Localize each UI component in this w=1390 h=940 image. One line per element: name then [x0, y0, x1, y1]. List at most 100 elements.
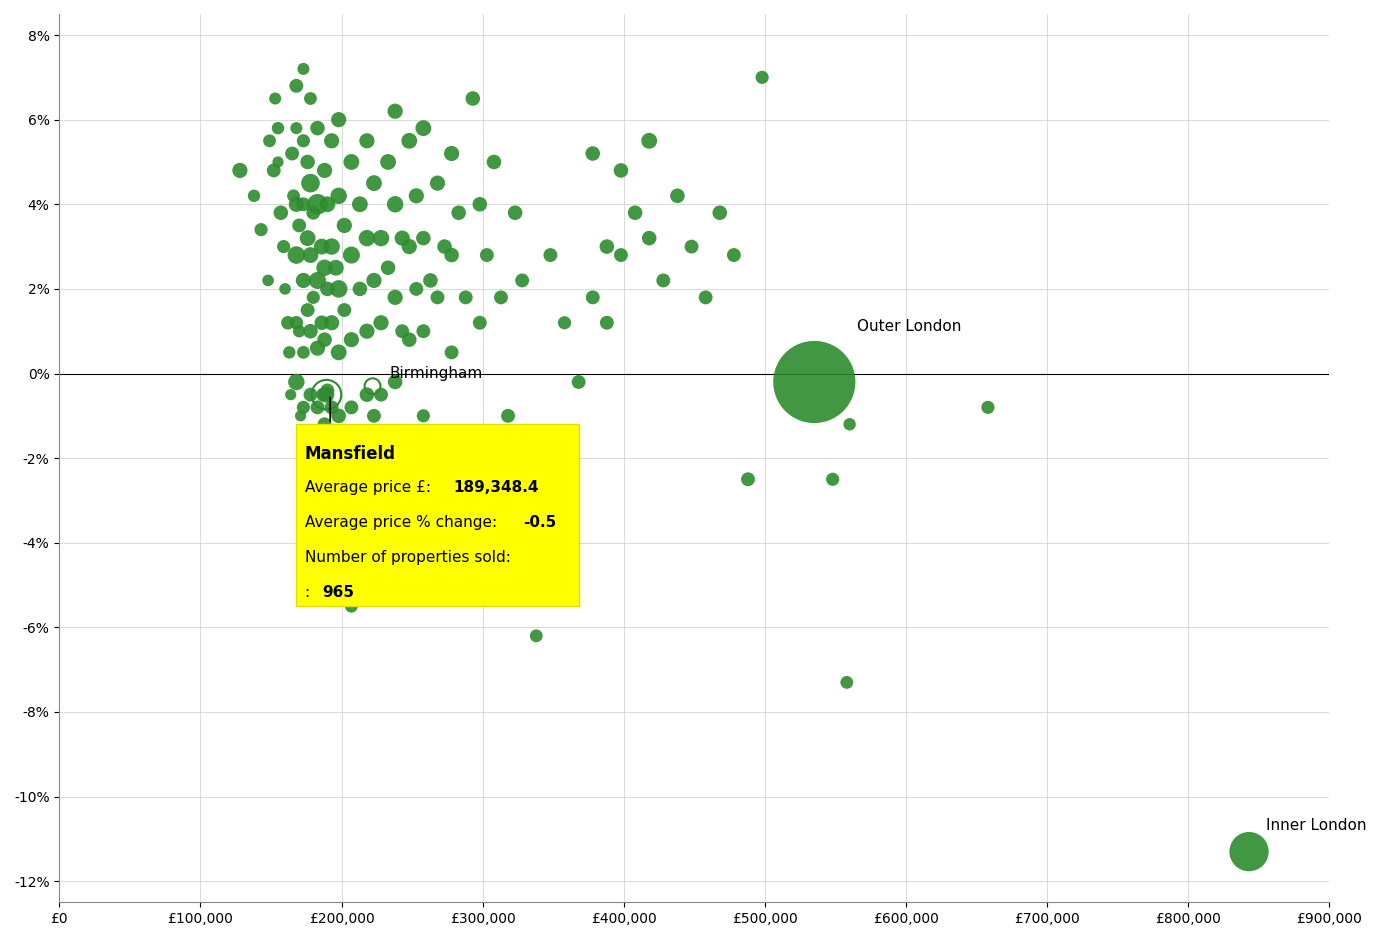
Text: Outer London: Outer London — [856, 320, 960, 335]
Point — [314, 163, 336, 178]
Text: -0.5: -0.5 — [524, 515, 557, 530]
Point — [512, 273, 534, 288]
Point — [567, 374, 589, 389]
Point — [356, 450, 378, 465]
Text: 189,348.4: 189,348.4 — [453, 480, 538, 495]
Point — [263, 163, 285, 178]
Point — [299, 176, 321, 191]
Point — [306, 196, 328, 212]
Point — [306, 472, 328, 487]
Point — [292, 196, 314, 212]
Point — [278, 345, 300, 360]
Point — [539, 247, 562, 262]
Point — [384, 103, 406, 118]
Point — [317, 383, 339, 398]
Point — [285, 374, 307, 389]
Point — [296, 303, 318, 318]
Point — [270, 205, 292, 220]
Point — [292, 400, 314, 415]
Point — [302, 290, 324, 305]
Point — [370, 387, 392, 402]
Point — [489, 290, 512, 305]
Point — [695, 290, 717, 305]
Text: Average price £:: Average price £: — [304, 480, 435, 495]
Point — [328, 535, 350, 550]
Point — [624, 205, 646, 220]
Point — [321, 459, 343, 474]
Point — [306, 340, 328, 355]
Point — [267, 154, 289, 169]
Point — [356, 133, 378, 149]
Point — [310, 315, 332, 330]
Text: Average price % change:: Average price % change: — [304, 515, 502, 530]
Point — [406, 281, 428, 296]
Point — [321, 239, 343, 254]
Point — [441, 146, 463, 161]
Point — [441, 247, 463, 262]
Point — [314, 260, 336, 275]
Point — [838, 416, 860, 431]
Point — [666, 188, 688, 203]
Point — [299, 493, 321, 508]
Point — [288, 323, 310, 338]
Point — [314, 332, 336, 347]
Point — [257, 273, 279, 288]
Point — [1238, 844, 1261, 859]
Point — [299, 91, 321, 106]
Point — [292, 273, 314, 288]
Point — [281, 146, 303, 161]
Point — [299, 247, 321, 262]
Text: :: : — [304, 586, 314, 601]
Point — [321, 400, 343, 415]
Point — [288, 218, 310, 233]
Point — [314, 416, 336, 431]
Point — [505, 205, 527, 220]
Point — [277, 315, 299, 330]
Point — [316, 387, 338, 402]
Point — [316, 387, 338, 402]
Point — [317, 196, 339, 212]
Point — [292, 526, 314, 541]
Point — [363, 273, 385, 288]
Point — [292, 133, 314, 149]
Point — [296, 230, 318, 245]
Point — [264, 91, 286, 106]
Point — [751, 70, 773, 85]
Point — [341, 247, 363, 262]
Point — [334, 303, 356, 318]
Point — [370, 230, 392, 245]
Point — [413, 408, 435, 423]
Point — [525, 628, 548, 643]
Point — [723, 247, 745, 262]
Point — [243, 188, 265, 203]
Point — [306, 400, 328, 415]
Point — [391, 230, 413, 245]
Point — [610, 163, 632, 178]
Point — [363, 408, 385, 423]
Point — [321, 569, 343, 584]
Point — [299, 442, 321, 457]
Point — [356, 387, 378, 402]
Text: 965: 965 — [321, 586, 353, 601]
Point — [296, 154, 318, 169]
Point — [306, 273, 328, 288]
Point — [803, 374, 826, 389]
Point — [349, 430, 371, 445]
Point — [709, 205, 731, 220]
Point — [638, 133, 660, 149]
Text: Mansfield: Mansfield — [304, 446, 396, 463]
Point — [384, 290, 406, 305]
Point — [310, 430, 332, 445]
Point — [461, 91, 484, 106]
Point — [363, 176, 385, 191]
Point — [406, 188, 428, 203]
Point — [292, 345, 314, 360]
Point — [638, 230, 660, 245]
Point — [455, 290, 477, 305]
Point — [441, 345, 463, 360]
Text: Number of properties sold:: Number of properties sold: — [304, 550, 510, 565]
Point — [384, 442, 406, 457]
Point — [328, 345, 350, 360]
Point — [434, 239, 456, 254]
Point — [468, 315, 491, 330]
